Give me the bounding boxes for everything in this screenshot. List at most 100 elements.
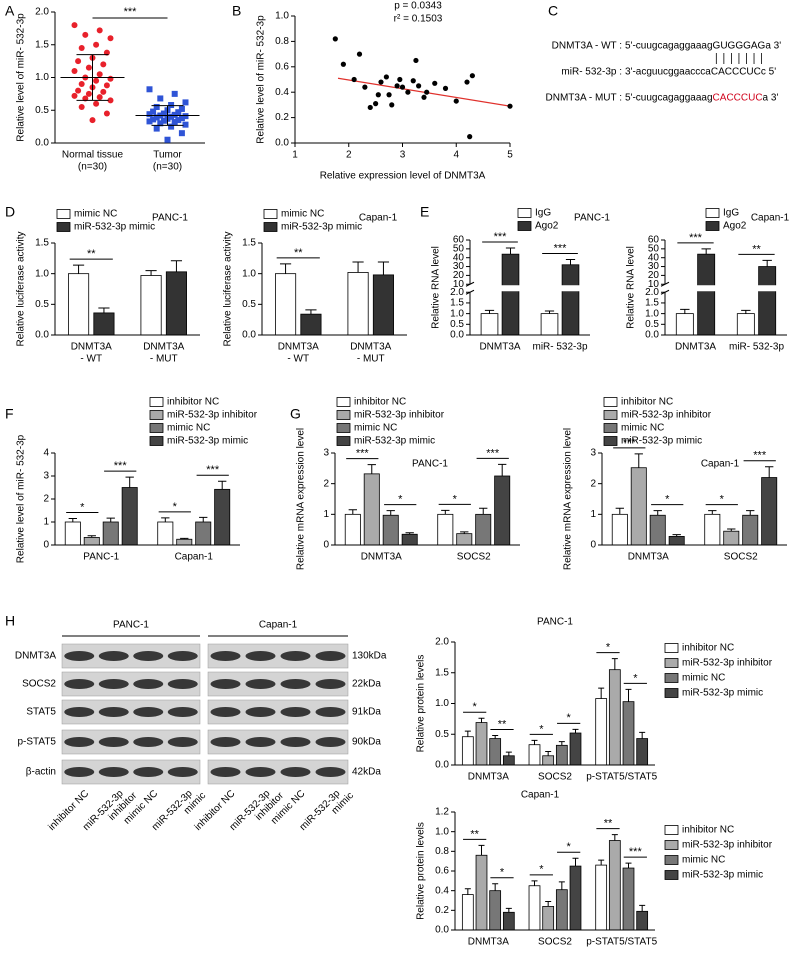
y-tick-label: 3 <box>590 448 596 459</box>
y-tick-label: 2.0 <box>435 637 449 648</box>
bar <box>561 264 580 336</box>
bar <box>622 867 635 931</box>
y-tick-label: 2 <box>43 494 49 505</box>
blot-band <box>245 737 276 747</box>
data-point <box>175 109 182 116</box>
sequence-suffix: a 3' <box>763 93 779 104</box>
y-tick-label: 2.0 <box>645 287 659 298</box>
bar <box>489 738 502 766</box>
data-point <box>171 90 178 97</box>
y-tick-label: 0.5 <box>35 299 49 310</box>
significance-label: *** <box>124 6 138 18</box>
legend-swatch <box>664 643 679 653</box>
y-tick-label: 0.8 <box>435 846 449 857</box>
legend-swatch <box>149 436 164 446</box>
y-axis-label: Relative luciferase activity <box>223 231 234 346</box>
error-bar <box>199 516 208 522</box>
bar <box>630 467 647 546</box>
axis-gap <box>471 285 591 292</box>
data-point <box>367 104 373 111</box>
significance-label: *** <box>356 448 370 460</box>
data-point <box>432 80 438 86</box>
y-tick-label: 40 <box>648 252 660 263</box>
x-tick-label: - WT <box>80 354 102 365</box>
x-tick-label: DNMT3A <box>350 342 391 353</box>
data-point <box>107 35 114 42</box>
y-tick-label: 1.5 <box>645 298 659 309</box>
y-tick-label: 0 <box>323 540 329 551</box>
blot-band <box>98 737 129 747</box>
data-point <box>150 116 157 123</box>
x-tick-label: DNMT3A <box>675 342 716 353</box>
x-tick-label: 4 <box>453 150 459 161</box>
x-tick-label: Capan-1 <box>175 552 214 563</box>
x-tick-label: DNMT3A <box>278 342 319 353</box>
legend-label: miR-532-3p mimic <box>74 222 155 233</box>
panel-label: E <box>420 204 429 220</box>
data-point <box>178 115 185 122</box>
data-point <box>362 84 368 90</box>
y-tick-label: 40 <box>453 252 465 263</box>
bar <box>372 274 394 336</box>
legend-label: miR-532-3p inhibitor <box>682 658 773 669</box>
bar <box>475 722 488 766</box>
x-tick-label: DNMT3A <box>143 342 184 353</box>
data-point <box>96 94 103 101</box>
legend-swatch <box>603 397 618 407</box>
blot-band <box>245 651 276 661</box>
bar <box>723 530 740 546</box>
y-tick-label: 1.0 <box>435 698 449 709</box>
x-tick-label: SOCS2 <box>538 937 572 948</box>
significance-label: ** <box>470 828 479 840</box>
y-tick-label: 3 <box>43 471 49 482</box>
data-point <box>71 67 78 74</box>
sequence-suffix: a 3' <box>765 41 781 52</box>
chart-title: PANC-1 <box>152 213 188 224</box>
blot-band <box>64 767 95 777</box>
data-point <box>103 110 110 117</box>
data-point <box>182 113 189 120</box>
data-point <box>171 111 178 118</box>
error-bar <box>305 309 317 315</box>
data-point <box>75 58 82 65</box>
significance-label: * <box>665 494 670 506</box>
significance-label: * <box>173 501 178 513</box>
data-point <box>178 105 185 112</box>
y-tick-label: 0.0 <box>450 330 464 341</box>
bar <box>102 521 119 546</box>
data-point <box>469 73 475 79</box>
y-tick-label: 3 <box>323 448 329 459</box>
bar <box>401 533 418 546</box>
sequence-label: DNMT3A - MUT : <box>546 93 622 104</box>
x-tick-label: (n=30) <box>153 162 182 173</box>
y-tick-label: 0.0 <box>35 138 49 149</box>
blot-band <box>315 651 346 661</box>
blot-band <box>210 707 241 717</box>
bar <box>542 755 555 766</box>
y-tick-label: 1.5 <box>242 238 256 249</box>
data-point <box>85 90 92 97</box>
data-point <box>153 103 160 110</box>
bar <box>347 272 369 336</box>
data-point <box>467 134 473 140</box>
panel-label: A <box>5 3 15 19</box>
bar <box>437 513 454 546</box>
blot-band <box>133 707 164 717</box>
axis-gap <box>666 285 788 292</box>
error-bar <box>441 509 450 515</box>
legend-swatch <box>336 410 351 420</box>
y-tick-label: 50 <box>453 243 465 254</box>
y-tick-label: 1.0 <box>645 308 659 319</box>
data-point <box>164 136 171 143</box>
y-tick-label: 10 <box>648 279 660 290</box>
data-point <box>157 95 164 102</box>
bar <box>176 538 193 546</box>
y-tick-label: 0.5 <box>435 729 449 740</box>
protein-label: STAT5 <box>26 707 56 718</box>
data-point <box>71 92 78 99</box>
error-bar <box>180 537 189 540</box>
blot-band <box>167 707 198 717</box>
y-axis-label: Relative level of miR- 532-3p <box>16 13 27 142</box>
bar <box>363 473 380 546</box>
